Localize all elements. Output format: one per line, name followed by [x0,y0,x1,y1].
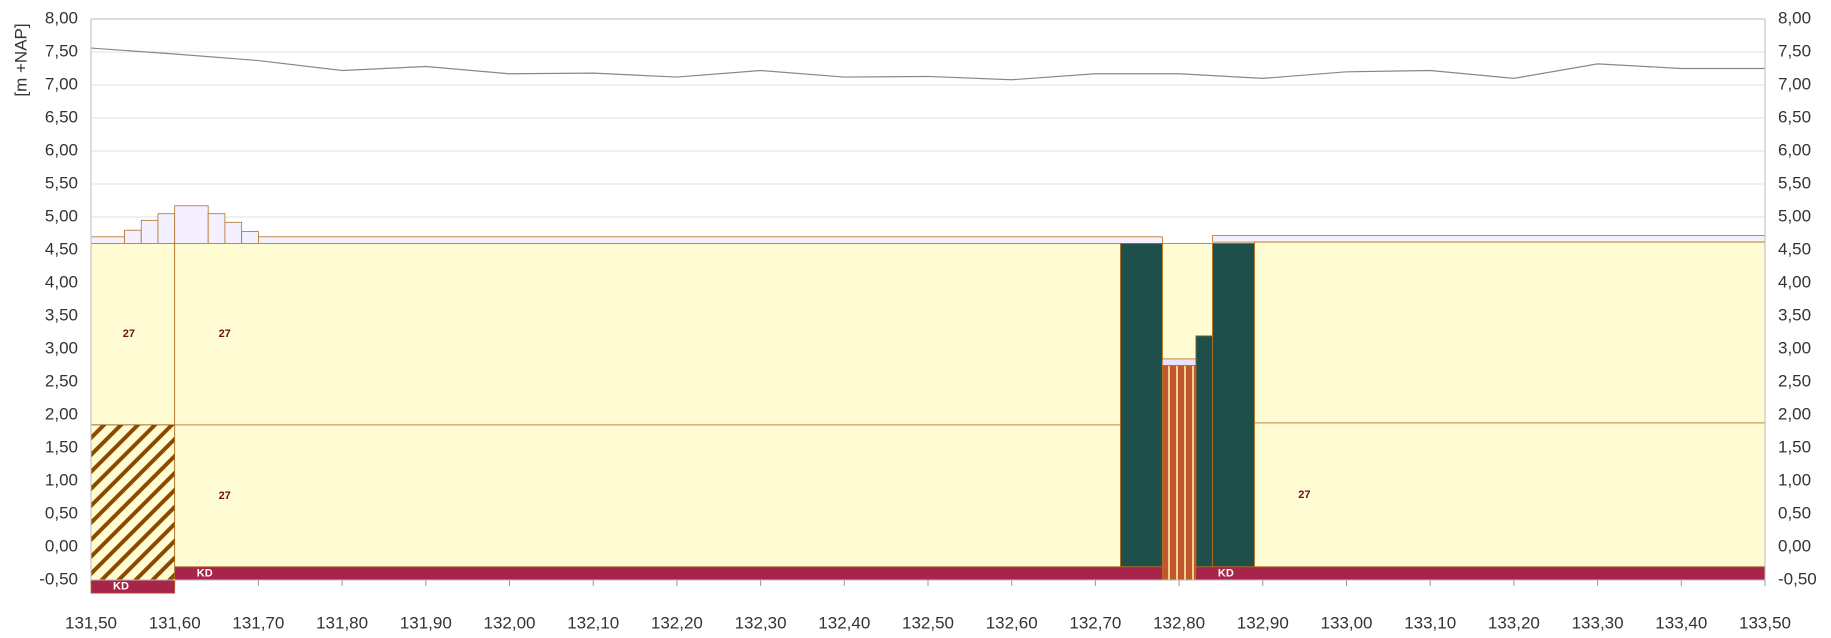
soil-layer [1254,422,1766,568]
soil-layer [90,236,125,244]
layer-label: 27 [219,490,231,502]
y-tick-label: 0,50 [45,503,78,522]
y2-tick-label: 7,50 [1778,41,1811,60]
soil-layer [257,236,1163,244]
x-tick-label: 133,50 [1739,613,1791,632]
y2-tick-label: 3,00 [1778,338,1811,357]
soil-layer [1195,335,1213,568]
y-tick-label: 8,00 [45,8,78,27]
soil-layer [140,219,159,244]
y-tick-label: 1,00 [45,470,78,489]
soil-layer [241,231,259,244]
y2-tick-label: 6,00 [1778,140,1811,159]
y-tick-label: 7,00 [45,74,78,93]
soil-layer [157,213,176,244]
x-tick-label: 131,60 [149,613,201,632]
x-tick-label: 131,50 [65,613,117,632]
y-tick-label: 3,00 [45,338,78,357]
y-tick-label: 5,00 [45,206,78,225]
y-tick-label: 2,50 [45,371,78,390]
x-tick-label: 132,40 [818,613,870,632]
y2-tick-label: 8,00 [1778,8,1811,27]
soil-layer [90,242,176,426]
x-tick-label: 133,30 [1572,613,1624,632]
y2-tick-label: 5,00 [1778,206,1811,225]
surface-line [90,47,1765,81]
y2-tick-label: -0,50 [1778,569,1817,588]
soil-layer [207,213,226,244]
soil-layer [1195,566,1766,581]
y2-tick-label: 0,50 [1778,503,1811,522]
y2-tick-label: 4,50 [1778,239,1811,258]
x-tick-label: 133,40 [1655,613,1707,632]
y-tick-label: 2,00 [45,404,78,423]
y-tick-label: -0,50 [39,569,78,588]
y-axis-label: [m +NAP] [11,23,30,96]
x-tick-label: 131,80 [316,613,368,632]
y2-tick-label: 6,50 [1778,107,1811,126]
y2-tick-label: 5,50 [1778,173,1811,192]
soil-layer [90,579,176,594]
layer-label: 27 [1298,489,1310,501]
y2-tick-label: 1,50 [1778,437,1811,456]
soil-layer [1161,358,1197,366]
x-tick-label: 132,70 [1069,613,1121,632]
y2-tick-label: 7,00 [1778,74,1811,93]
y-tick-label: 6,50 [45,107,78,126]
soil-layer [1161,365,1197,581]
x-tick-label: 132,30 [735,613,787,632]
y-tick-label: 0,00 [45,536,78,555]
layer-label: KD [197,567,213,579]
plot-frame [90,18,1766,581]
soil-layer [1120,242,1163,568]
y2-tick-label: 2,50 [1778,371,1811,390]
y-tick-label: 4,00 [45,272,78,291]
y-tick-label: 5,50 [45,173,78,192]
x-tick-label: 132,00 [484,613,536,632]
layer-label: KD [113,581,129,593]
x-tick-label: 131,90 [400,613,452,632]
y2-tick-label: 4,00 [1778,272,1811,291]
y2-tick-label: 0,00 [1778,536,1811,555]
x-tick-label: 133,00 [1321,613,1373,632]
layer-label: 27 [123,328,135,340]
layer-label: KD [1218,567,1234,579]
soil-layer [174,242,1121,426]
soil-layer [90,424,176,581]
x-tick-label: 132,10 [567,613,619,632]
soil-layer [174,205,209,244]
soil-layer [224,221,243,244]
soil-layer [174,566,1163,581]
y-tick-label: 7,50 [45,41,78,60]
x-tick-label: 132,20 [651,613,703,632]
soil-layer [1212,242,1255,568]
x-tick-label: 132,50 [902,613,954,632]
x-tick-label: 131,70 [232,613,284,632]
y2-tick-label: 2,00 [1778,404,1811,423]
soil-layer [124,229,142,244]
y-tick-label: 3,50 [45,305,78,324]
layer-label: 27 [219,328,231,340]
x-tick-label: 133,20 [1488,613,1540,632]
x-tick-label: 133,10 [1404,613,1456,632]
soil-layer [174,424,1121,568]
x-tick-label: 132,60 [986,613,1038,632]
x-tick-label: 132,80 [1153,613,1205,632]
soil-layer [1254,241,1766,424]
y-tick-label: 4,50 [45,239,78,258]
y-tick-label: 6,00 [45,140,78,159]
soil-layer [1212,235,1766,243]
x-tick-label: 132,90 [1237,613,1289,632]
y2-tick-label: 3,50 [1778,305,1811,324]
y2-tick-label: 1,00 [1778,470,1811,489]
y-tick-label: 1,50 [45,437,78,456]
